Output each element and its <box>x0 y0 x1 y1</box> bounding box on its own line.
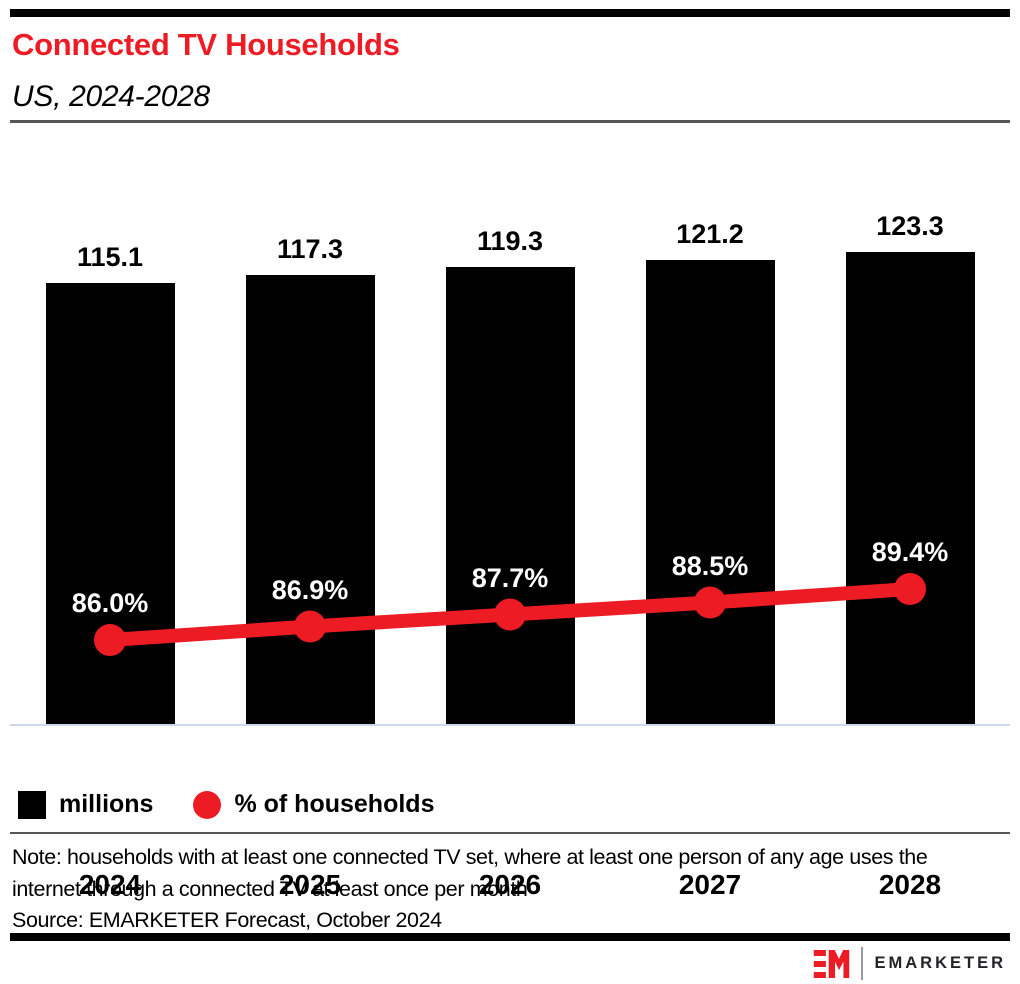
x-axis-label-2024: 2024 <box>78 869 142 900</box>
pct-value-label: 87.7% <box>471 562 549 593</box>
line-series-swatch-icon <box>193 790 222 819</box>
chart-title: Connected TV Households <box>12 27 400 62</box>
legend-label-millions: millions <box>59 790 154 818</box>
note-text: Note: households with at least one conne… <box>12 845 928 901</box>
x-axis-label-2027: 2027 <box>678 869 742 900</box>
source-text: Source: EMARKETER Forecast, October 2024 <box>12 908 442 932</box>
brand-logo: EMARKETER <box>813 947 1006 980</box>
chart-subtitle: US, 2024-2028 <box>12 80 210 113</box>
bar-2024 <box>45 283 175 724</box>
pct-value-label: 86.0% <box>71 588 149 618</box>
bar-2028 <box>845 252 975 724</box>
header-divider <box>10 120 1010 123</box>
bar-2027 <box>645 260 775 724</box>
x-axis-label-2025: 2025 <box>278 869 342 900</box>
bar-series-swatch-icon <box>18 790 46 819</box>
top-accent-bar <box>10 9 1010 17</box>
pct-value-label: 86.9% <box>271 574 349 605</box>
footer-accent-bar <box>10 933 1010 941</box>
x-axis-label-2026: 2026 <box>478 869 542 900</box>
bar-value-label: 123.3 <box>876 211 944 241</box>
emarketer-logo-icon <box>814 949 850 978</box>
brand-separator <box>861 947 864 980</box>
legend-divider <box>10 832 1010 834</box>
x-axis-label-2028: 2028 <box>878 869 942 900</box>
bar-value-label: 121.2 <box>676 219 744 249</box>
legend-item-pct-households: % of households <box>193 790 434 819</box>
bar-value-label: 119.3 <box>476 226 544 256</box>
bar-value-label: 115.1 <box>76 242 144 272</box>
bar-2026 <box>445 267 575 724</box>
bar-2025 <box>245 275 375 724</box>
x-axis-baseline <box>10 724 1010 726</box>
pct-value-label: 88.5% <box>671 550 749 581</box>
legend-label-pct-households: % of households <box>234 790 435 818</box>
legend-item-millions: millions <box>18 790 153 819</box>
legend: millions % of households <box>18 790 434 819</box>
brand-name: EMARKETER <box>874 954 1006 972</box>
bar-value-label: 117.3 <box>276 234 344 264</box>
plot-area: 115.1 86.0% 2024 117.3 86.9% 2025 119.3 87.7% 20… <box>0 130 1020 900</box>
pct-value-label: 89.4% <box>871 537 949 567</box>
